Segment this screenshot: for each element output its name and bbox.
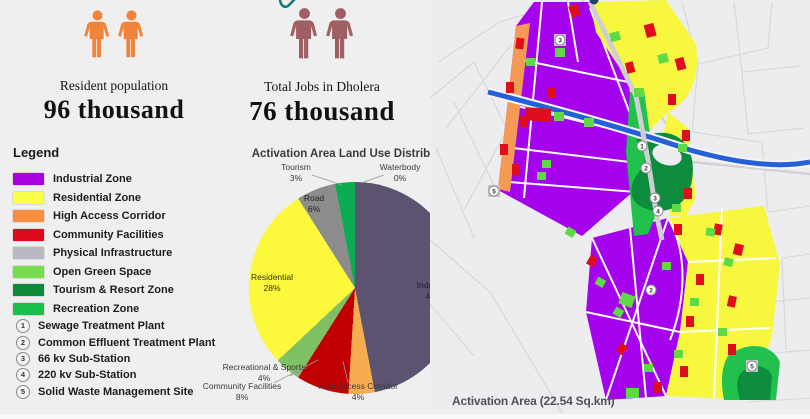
map-facility-markers: 3 5 1 2 3 4 2 5 xyxy=(488,34,758,372)
map-marker: 2 xyxy=(640,162,652,174)
map-marker: 3 xyxy=(554,34,566,46)
pie-label-waterbody: Waterbody 0% xyxy=(379,162,421,184)
swatch-industrial xyxy=(13,173,44,186)
facility-item-2: 2 Common Effluent Treatment Plant xyxy=(16,334,215,350)
map-marker: 2 xyxy=(645,284,657,296)
legend-item-open-green-space: Open Green Space xyxy=(13,263,223,282)
map-cut-marker xyxy=(589,0,599,5)
pie-chart-title: Activation Area Land Use Distribution xyxy=(251,148,459,160)
swatch-physical-infrastructure xyxy=(13,247,44,260)
resident-icons xyxy=(34,8,194,60)
swatch-high-access-corridor xyxy=(13,210,44,223)
map-community-facility-patches xyxy=(500,3,745,393)
total-jobs-label: Total Jobs in Dholera xyxy=(264,79,380,94)
facility-item-1: 1 Sewage Treatment Plant xyxy=(16,318,215,334)
map-marker: 5 xyxy=(746,360,758,372)
stat-resident-population: Resident population 96 thousand xyxy=(34,8,194,125)
facility-number-badge: 5 xyxy=(16,384,30,399)
resident-population-value: 96 thousand xyxy=(43,95,185,124)
facility-item-4: 4 220 kv Sub-Station xyxy=(16,367,215,383)
svg-text:3: 3 xyxy=(558,38,562,45)
land-use-map: 3 5 1 2 3 4 2 5 xyxy=(430,0,810,419)
facility-item-5: 5 Solid Waste Management Site xyxy=(16,384,215,400)
facility-number-badge: 2 xyxy=(16,335,30,350)
map-background-roads xyxy=(430,1,810,417)
facilities-legend: 1 Sewage Treatment Plant 2 Common Efflue… xyxy=(16,318,215,400)
map-marker: 1 xyxy=(636,140,648,152)
map-legend: Legend Industrial Zone Residential Zone … xyxy=(13,145,223,318)
bottom-band xyxy=(0,414,810,419)
person-icon xyxy=(325,8,353,59)
pie-label-tourism: Tourism 3% xyxy=(281,162,311,184)
pie-label-high-access-corridor: High Access Corridor 4% xyxy=(318,381,398,403)
svg-text:4: 4 xyxy=(656,209,660,216)
facility-number-badge: 4 xyxy=(16,368,30,383)
map-marker: 3 xyxy=(649,192,661,204)
svg-text:5: 5 xyxy=(750,364,754,371)
pie-label-community-facilities: Community Facilities 8% xyxy=(202,381,282,403)
legend-title: Legend xyxy=(13,145,60,160)
swatch-tourism-resort xyxy=(13,284,44,297)
pie-label-residential: Residential 28% xyxy=(250,272,294,294)
map-marker: 5 xyxy=(488,185,500,197)
legend-item-physical-infrastructure: Physical Infrastructure xyxy=(13,244,223,263)
facility-number-badge: 1 xyxy=(16,319,30,334)
legend-item-industrial: Industrial Zone xyxy=(13,170,223,189)
person-icon xyxy=(117,10,143,58)
swatch-residential xyxy=(13,191,44,204)
swatch-community-facilities xyxy=(13,228,44,241)
pie-label-road: Road 6% xyxy=(303,193,325,215)
svg-text:5: 5 xyxy=(492,189,496,196)
facility-number-badge: 3 xyxy=(16,351,30,366)
map-tourism-notch xyxy=(652,144,682,166)
svg-text:2: 2 xyxy=(644,166,648,173)
legend-item-tourism-resort: Tourism & Resort Zone xyxy=(13,281,223,300)
pie-label-recreational-sports: Recreational & Sports 4% xyxy=(222,362,306,384)
legend-item-recreation: Recreation Zone xyxy=(13,300,223,319)
resident-population-label: Resident population xyxy=(59,78,169,93)
swatch-recreation xyxy=(13,302,44,315)
pie-chart xyxy=(249,182,461,394)
person-icon xyxy=(289,8,317,59)
page-title-remnant xyxy=(278,0,296,9)
svg-text:1: 1 xyxy=(640,144,644,151)
svg-text:3: 3 xyxy=(653,196,657,203)
swatch-open-green-space xyxy=(13,265,44,278)
legend-item-community-facilities: Community Facilities xyxy=(13,226,223,245)
map-marker: 4 xyxy=(652,205,664,217)
map-green-patches xyxy=(526,30,734,398)
legend-item-residential: Residential Zone xyxy=(13,189,223,208)
legend-item-high-access-corridor: High Access Corridor xyxy=(13,207,223,226)
person-icon xyxy=(83,10,109,58)
stat-total-jobs: Total Jobs in Dholera 76 thousand xyxy=(242,6,402,127)
jobs-icons xyxy=(242,6,402,61)
activation-area-caption: Activation Area (22.54 Sq.km) xyxy=(452,394,615,408)
facility-item-3: 3 66 kv Sub-Station xyxy=(16,351,215,367)
svg-text:2: 2 xyxy=(649,288,653,295)
total-jobs-value: 76 thousand xyxy=(249,96,395,126)
map-marker-road xyxy=(587,0,665,241)
